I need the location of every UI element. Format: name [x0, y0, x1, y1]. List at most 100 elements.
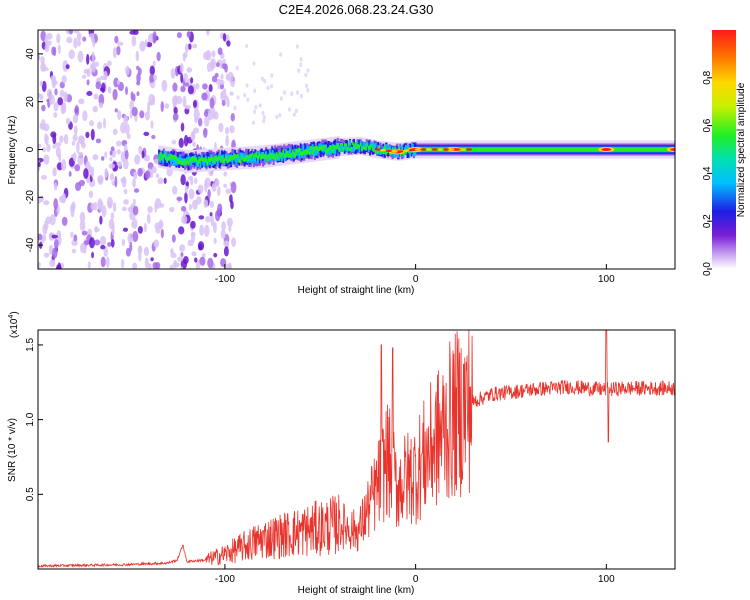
ridge-cell: [227, 158, 230, 163]
ridge-cell: [212, 158, 215, 163]
noise-speck: [126, 133, 131, 140]
ridge-cell: [306, 150, 309, 155]
ridge-cell: [236, 154, 239, 162]
noise-speck: [195, 82, 200, 90]
noise-speck: [52, 144, 57, 149]
noise-speck: [125, 65, 130, 76]
ridge-cell: [358, 146, 361, 153]
ridge-cell: [219, 154, 222, 162]
ridge-peak: [448, 148, 455, 151]
ridge-cell: [553, 147, 556, 152]
ridge-cell: [182, 160, 185, 165]
noise-speck: [39, 81, 43, 87]
ridge-cell: [311, 150, 314, 155]
ridge-cell: [288, 147, 291, 155]
noise-speck: [86, 53, 90, 65]
ridge-cell: [584, 147, 586, 152]
ridge-cell: [614, 147, 617, 152]
colorbar-tick-label: 0.4: [702, 166, 713, 180]
ridge-cell: [525, 147, 528, 152]
ridge-cell: [271, 155, 274, 160]
noise-speck: [99, 87, 105, 92]
ridge-cell: [272, 154, 275, 159]
ridge-cell: [414, 150, 417, 156]
ridge-cell: [387, 148, 390, 152]
noise-speck: [123, 114, 129, 125]
ridge-cell: [195, 157, 198, 162]
ridge-cell: [288, 153, 291, 158]
noise-speck: [41, 104, 46, 112]
ridge-cell: [262, 154, 265, 159]
ridge-cell: [171, 155, 174, 160]
ridge-cell: [314, 148, 317, 156]
spectrogram-ytick-label: 0: [25, 146, 36, 152]
ridge-cell: [186, 160, 189, 165]
ridge-cell: [518, 147, 521, 152]
ridge-cell: [350, 146, 353, 150]
noise-speck: [144, 111, 150, 121]
ridge-cell: [565, 147, 568, 152]
noise-speck: [207, 108, 213, 121]
ridge-cell: [175, 158, 178, 166]
noise-speck: [217, 185, 221, 197]
ridge-cell: [637, 147, 640, 152]
noise-speck: [55, 264, 62, 269]
ridge-cell: [198, 159, 201, 164]
noise-speck: [59, 135, 64, 143]
noise-speck: [121, 206, 127, 212]
ridge-cell: [339, 142, 342, 147]
noise-speck: [107, 60, 112, 67]
ridge-cell: [278, 151, 281, 156]
ridge-cell: [258, 152, 261, 157]
noise-speck: [72, 114, 79, 124]
ridge-cell: [378, 148, 381, 155]
noise-speck: [171, 139, 177, 145]
noise-speck: [176, 32, 182, 39]
ridge-cell: [494, 147, 497, 152]
ridge-cell: [471, 147, 474, 152]
noise-speck: [186, 67, 193, 73]
ridge-cell: [590, 147, 593, 152]
noise-speck: [108, 218, 115, 230]
noise-speck: [138, 252, 142, 262]
noise-speck: [254, 105, 258, 110]
noise-speck: [44, 43, 50, 53]
noise-speck: [169, 264, 175, 269]
noise-speck: [53, 198, 59, 210]
snr-frame: [37, 329, 676, 570]
noise-speck: [94, 61, 99, 67]
noise-speck: [299, 93, 303, 99]
ridge-cell: [629, 147, 632, 152]
ridge-cell: [506, 147, 509, 152]
colorbar-tick-label: 0.8: [702, 70, 713, 84]
noise-speck: [65, 64, 70, 70]
noise-speck: [79, 211, 86, 224]
noise-speck: [144, 170, 151, 180]
noise-speck: [99, 215, 103, 225]
ridge-cell: [319, 146, 322, 158]
ridge-cell: [287, 153, 290, 158]
noise-speck: [180, 205, 187, 212]
noise-speck: [150, 257, 154, 262]
noise-speck: [208, 84, 213, 93]
ridge-cell: [339, 146, 342, 153]
noise-speck: [226, 97, 230, 108]
ridge-cell: [222, 158, 225, 163]
noise-speck: [212, 221, 217, 234]
noise-speck: [143, 246, 150, 257]
ridge-cell: [313, 149, 315, 157]
noise-speck: [59, 81, 65, 89]
noise-speck: [73, 125, 78, 136]
noise-speck: [229, 125, 235, 134]
ridge-cell: [211, 158, 214, 166]
ridge-cell: [503, 147, 506, 152]
noise-speck: [92, 105, 98, 113]
noise-speck: [172, 185, 178, 195]
noise-speck: [113, 77, 119, 88]
ridge-cell: [511, 147, 514, 152]
noise-speck: [109, 173, 115, 181]
ridge-cell: [357, 144, 360, 148]
noise-speck: [203, 224, 210, 237]
noise-speck: [179, 244, 186, 252]
noise-speck: [204, 115, 210, 127]
